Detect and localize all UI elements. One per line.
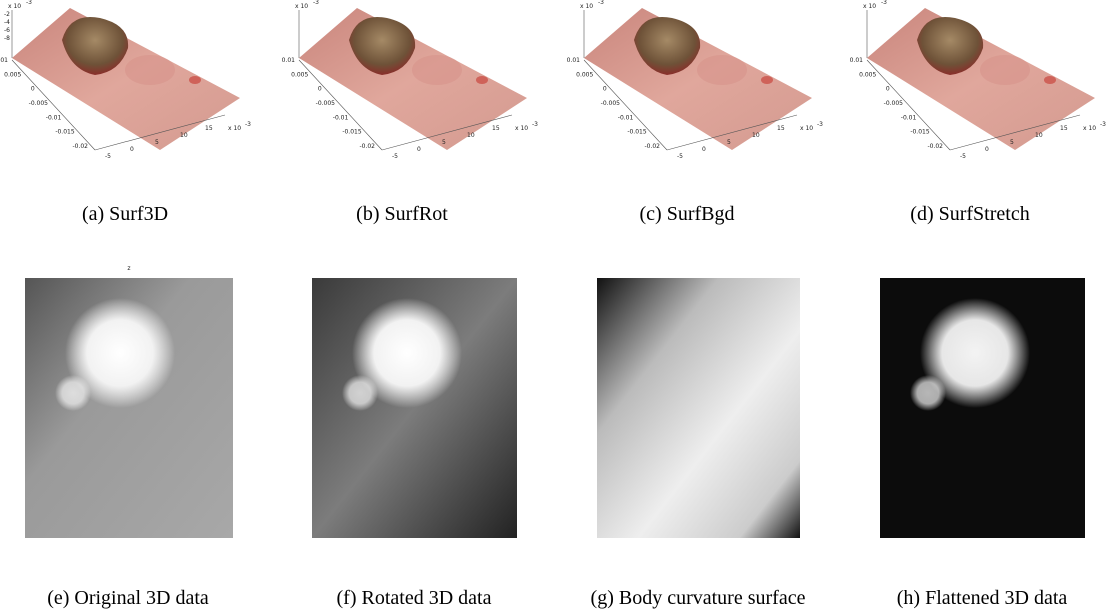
x-tick-label: 10 (467, 132, 475, 139)
x-tick-label: 15 (777, 125, 785, 132)
lesion-halo (412, 55, 462, 85)
x-tick-label: 15 (492, 125, 500, 132)
y-tick-label: -0.005 (316, 100, 336, 107)
caption: (a) Surf3D (82, 203, 168, 225)
caption: (b) SurfRot (356, 203, 448, 225)
z-exponent-base: x 10 (580, 3, 593, 10)
y-tick-label: -0.015 (910, 129, 930, 136)
x-tick-label: 15 (1060, 125, 1068, 132)
y-tick-label: -0.015 (627, 129, 647, 136)
z-tick-label: -8 (4, 35, 10, 42)
x-tick-label: 10 (752, 132, 760, 139)
figure: x 10 -3 -2-4-6-8 0.01 0.005 0 -0.005 -0.01 -0.01… (0, 0, 1113, 615)
y-tick-label: -0.02 (359, 143, 375, 150)
y-tick-label: 0.005 (291, 71, 308, 78)
surface-plot: x 10 -3 0.01 0.005 0 -0.005 -0.01 -0.015 -0.02 -5… (567, 0, 824, 160)
x-exponent-base: x 10 (515, 125, 528, 132)
lesion-spot (761, 76, 773, 84)
x-tick-label: 5 (442, 139, 446, 146)
lesion-spot (476, 76, 488, 84)
y-tick-label: -0.01 (46, 114, 62, 121)
y-tick-label: 0.01 (567, 57, 581, 64)
x-exponent: -3 (817, 121, 823, 128)
x-exponent-base: x 10 (800, 125, 813, 132)
x-exponent: -3 (1100, 121, 1106, 128)
x-tick-label: 5 (1010, 139, 1014, 146)
x-tick-label: -5 (677, 153, 683, 160)
x-tick-label: 15 (205, 125, 213, 132)
surface-plot: x 10 -3 0.01 0.005 0 -0.005 -0.01 -0.015 -0.02 -5… (850, 0, 1107, 160)
x-tick-label: -5 (105, 153, 111, 160)
y-tick-label: 0 (603, 86, 607, 93)
y-tick-label: -0.01 (901, 114, 917, 121)
x-tick-label: 10 (180, 132, 188, 139)
z-exponent: -3 (26, 0, 32, 6)
z-exponent-base: x 10 (863, 3, 876, 10)
y-tick-label: -0.01 (333, 114, 349, 121)
image (597, 278, 800, 538)
caption: (f) Rotated 3D data (337, 587, 492, 609)
y-tick-label: -0.02 (72, 143, 88, 150)
x-exponent: -3 (532, 121, 538, 128)
z-exponent-base: x 10 (295, 3, 308, 10)
x-exponent-base: x 10 (1083, 125, 1096, 132)
caption: (d) SurfStretch (910, 203, 1029, 225)
y-tick-label: 0.01 (282, 57, 296, 64)
z-exponent: -3 (598, 0, 604, 6)
lesion-halo (125, 55, 175, 85)
caption: (h) Flattened 3D data (897, 587, 1068, 609)
caption: (c) SurfBgd (640, 203, 735, 225)
caption: (e) Original 3D data (47, 587, 209, 609)
lesion-halo (980, 55, 1030, 85)
x-tick-label: 5 (155, 139, 159, 146)
x-exponent-base: x 10 (228, 125, 241, 132)
y-tick-label: 0.005 (4, 71, 21, 78)
y-tick-label: -0.015 (342, 129, 362, 136)
x-tick-label: -5 (392, 153, 398, 160)
lesion-blob (55, 375, 91, 411)
y-tick-label: -0.01 (618, 114, 634, 121)
y-tick-label: 0.01 (0, 57, 8, 64)
y-tick-label: 0 (886, 86, 890, 93)
x-tick-label: 0 (417, 146, 421, 153)
z-exponent: -3 (881, 0, 887, 6)
lesion-spot (1044, 76, 1056, 84)
lesion-spot (189, 76, 201, 84)
lesion-blob (342, 375, 378, 411)
surface-plot: x 10 -3 0.01 0.005 0 -0.005 -0.01 -0.015 -0.02 -5… (282, 0, 539, 160)
x-tick-label: 5 (727, 139, 731, 146)
caption: (g) Body curvature surface (591, 587, 806, 609)
z-tick-label: -2 (4, 11, 10, 18)
lesion-blob (910, 375, 946, 411)
z-tick-label: -4 (4, 19, 10, 26)
y-tick-label: -0.015 (55, 129, 75, 136)
x-tick-label: 0 (130, 146, 134, 153)
x-tick-label: 10 (1035, 132, 1043, 139)
y-tick-label: -0.02 (927, 143, 943, 150)
z-exponent-base: x 10 (8, 3, 21, 10)
x-tick-label: -5 (960, 153, 966, 160)
x-tick-label: 0 (985, 146, 989, 153)
lesion-halo (697, 55, 747, 85)
y-tick-label: -0.005 (29, 100, 49, 107)
y-tick-label: 0.01 (850, 57, 864, 64)
axis-label: z (127, 265, 130, 272)
y-tick-label: -0.005 (884, 100, 904, 107)
y-tick-label: 0.005 (576, 71, 593, 78)
y-tick-label: 0 (31, 86, 35, 93)
z-tick-label: -6 (4, 27, 10, 34)
x-tick-label: 0 (702, 146, 706, 153)
surface-plot: x 10 -3 -2-4-6-8 0.01 0.005 0 -0.005 -0.01 -0.01… (0, 0, 251, 160)
x-exponent: -3 (245, 121, 251, 128)
y-tick-label: -0.02 (644, 143, 660, 150)
y-tick-label: 0 (318, 86, 322, 93)
z-exponent: -3 (313, 0, 319, 6)
y-tick-label: 0.005 (859, 71, 876, 78)
y-tick-label: -0.005 (601, 100, 621, 107)
